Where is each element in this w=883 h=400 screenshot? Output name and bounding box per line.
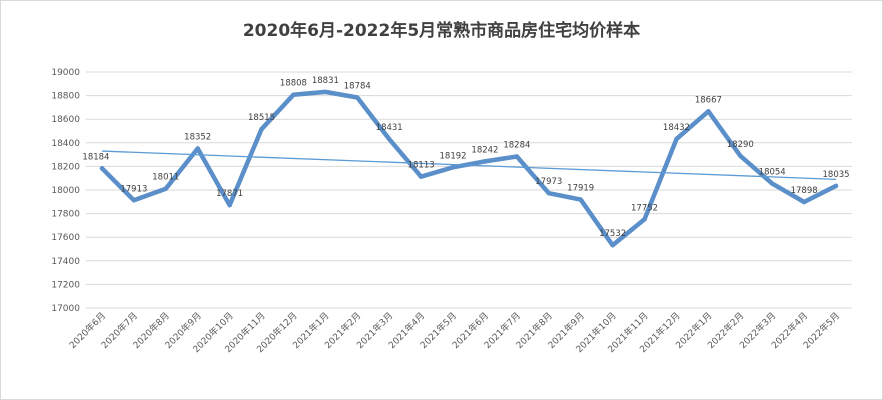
data-point <box>259 127 264 132</box>
data-point <box>195 146 200 151</box>
y-tick-label: 17600 <box>51 233 80 243</box>
data-label: 17871 <box>216 189 243 199</box>
data-point <box>642 217 647 222</box>
data-label: 17973 <box>535 177 562 187</box>
data-label: 18667 <box>695 95 722 105</box>
y-tick-label: 18200 <box>51 162 80 172</box>
data-label: 18431 <box>376 123 403 133</box>
data-point <box>450 165 456 170</box>
data-label: 18113 <box>408 161 435 171</box>
data-point <box>770 181 775 186</box>
chart-title: 2020年6月-2022年5月常熟市商品房住宅均价样本 <box>242 21 641 41</box>
data-point <box>291 92 296 97</box>
y-tick-label: 17000 <box>51 304 80 314</box>
data-point <box>227 203 232 208</box>
data-label: 18192 <box>440 151 467 161</box>
data-point <box>355 95 360 100</box>
data-label: 18831 <box>312 76 339 86</box>
data-label: 18515 <box>248 113 275 123</box>
series-line <box>99 89 839 248</box>
data-point <box>833 183 839 189</box>
data-label: 18054 <box>759 168 786 178</box>
data-point <box>514 154 520 159</box>
data-label: 18011 <box>152 173 179 183</box>
data-label: 18035 <box>823 170 850 180</box>
data-point <box>387 136 392 142</box>
data-point <box>131 198 137 203</box>
data-point <box>706 109 711 114</box>
data-label: 18184 <box>82 152 109 162</box>
data-point <box>674 136 679 142</box>
data-label: 18784 <box>344 81 371 91</box>
data-point <box>546 190 551 196</box>
data-label: 17532 <box>599 229 626 239</box>
data-point <box>163 186 168 191</box>
data-label: 17752 <box>631 203 658 213</box>
data-point <box>482 159 488 164</box>
data-label: 18808 <box>280 79 307 89</box>
data-point <box>738 153 743 158</box>
data-label: 18352 <box>184 132 211 142</box>
data-point <box>578 197 583 202</box>
data-label: 18432 <box>663 123 690 133</box>
y-tick-label: 18800 <box>51 92 80 102</box>
data-point <box>418 174 424 179</box>
data-label: 18290 <box>727 140 754 150</box>
data-label: 17898 <box>791 186 818 196</box>
y-tick-label: 17800 <box>51 210 80 220</box>
data-label: 18242 <box>471 145 498 155</box>
y-tick-label: 19000 <box>51 68 80 78</box>
data-label: 17919 <box>567 184 594 194</box>
data-label: 18284 <box>503 140 530 150</box>
y-tick-label: 18600 <box>51 115 80 125</box>
data-point <box>99 166 105 171</box>
trendline <box>101 150 837 181</box>
y-tick-label: 17200 <box>51 280 80 290</box>
y-tick-label: 18400 <box>51 139 80 149</box>
y-tick-label: 17400 <box>51 257 80 267</box>
data-label: 17913 <box>120 184 147 194</box>
data-point <box>801 199 807 205</box>
data-point <box>610 243 615 248</box>
y-tick-label: 18000 <box>51 186 80 196</box>
data-point <box>323 89 328 95</box>
